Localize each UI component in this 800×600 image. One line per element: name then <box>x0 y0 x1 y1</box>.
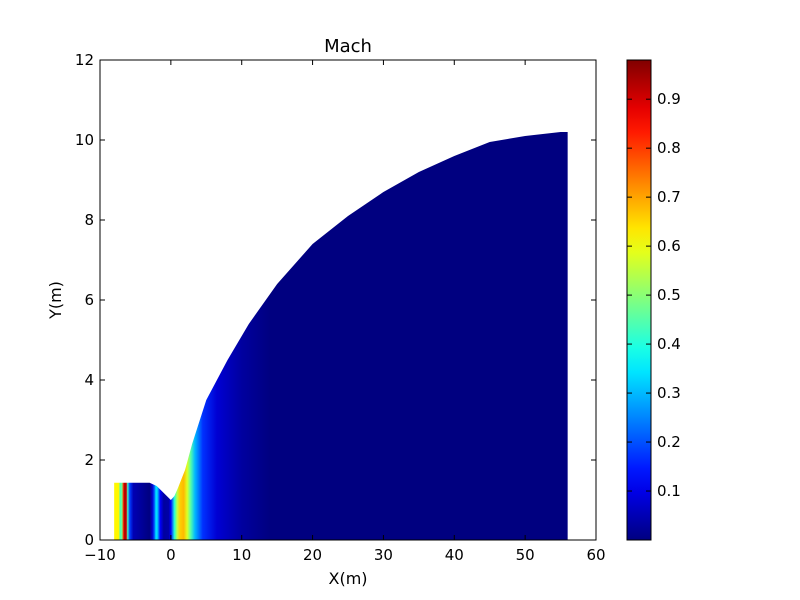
y-axis-label: Y(m) <box>46 281 65 320</box>
y-tick-label: 2 <box>84 451 94 469</box>
colorbar-tick-label: 0.9 <box>657 90 681 108</box>
x-tick-label: 20 <box>303 546 322 564</box>
colorbar-tick-label: 0.6 <box>657 237 681 255</box>
mach-field <box>114 132 568 540</box>
chart-title: Mach <box>324 36 372 57</box>
colorbar-tick-label: 0.1 <box>657 482 681 500</box>
x-tick-label: 10 <box>232 546 251 564</box>
plot-area <box>114 132 568 540</box>
y-tick-label: 4 <box>84 371 94 389</box>
y-tick-label: 0 <box>84 531 94 549</box>
x-axis: −10 0 10 20 30 40 50 60 <box>84 60 606 564</box>
colorbar-gradient <box>626 59 652 541</box>
colorbar-tick-label: 0.7 <box>657 188 681 206</box>
y-tick-label: 10 <box>75 131 94 149</box>
x-tick-label: 60 <box>586 546 605 564</box>
colorbar-tick-label: 0.5 <box>657 286 681 304</box>
colorbar-tick-label: 0.2 <box>657 433 681 451</box>
colorbar: 0.1 0.2 0.3 0.4 0.5 0.6 0.7 0.8 0.9 <box>626 59 681 541</box>
x-tick-label: −10 <box>84 546 116 564</box>
colorbar-tick-label: 0.3 <box>657 384 681 402</box>
y-tick-label: 12 <box>75 51 94 69</box>
x-tick-label: 50 <box>516 546 535 564</box>
colorbar-tick-label: 0.4 <box>657 335 681 353</box>
x-axis-label: X(m) <box>328 569 367 588</box>
y-tick-label: 6 <box>84 291 94 309</box>
x-tick-label: 0 <box>166 546 176 564</box>
y-axis: 0 2 4 6 8 10 12 <box>75 51 596 549</box>
x-tick-label: 30 <box>374 546 393 564</box>
y-tick-label: 8 <box>84 211 94 229</box>
x-tick-label: 40 <box>445 546 464 564</box>
colorbar-tick-label: 0.8 <box>657 139 681 157</box>
